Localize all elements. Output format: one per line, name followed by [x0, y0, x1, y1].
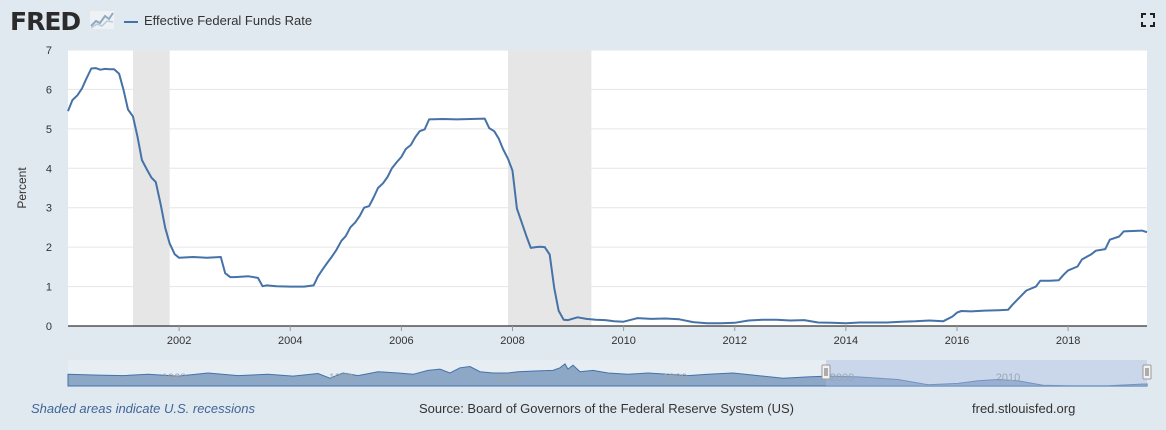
- site-link[interactable]: fred.stlouisfed.org: [972, 401, 1076, 416]
- navigator-tick-label: 1990: [663, 372, 687, 384]
- plot-area: [68, 50, 1147, 326]
- y-tick-label: 3: [46, 203, 52, 215]
- source-note: Source: Board of Governors of the Federa…: [419, 401, 794, 416]
- navigator-selected-range: [826, 360, 1147, 386]
- x-tick-label: 2018: [1056, 335, 1080, 347]
- y-tick-label: 1: [46, 282, 52, 294]
- fred-logo[interactable]: FRED: [10, 7, 81, 36]
- x-tick-label: 2016: [945, 335, 969, 347]
- legend-label: Effective Federal Funds Rate: [144, 13, 313, 28]
- navigator-tick-label: 2010: [996, 372, 1020, 384]
- x-tick-label: 2014: [834, 335, 858, 347]
- navigator-tick-label: 1970: [329, 372, 353, 384]
- y-tick-label: 5: [46, 124, 52, 136]
- legend-item[interactable]: Effective Federal Funds Rate: [124, 13, 312, 28]
- y-axis-title: Percent: [15, 167, 29, 209]
- navigator-handle[interactable]: [1142, 364, 1152, 380]
- legend-swatch: [124, 20, 138, 23]
- recession-band: [133, 50, 170, 326]
- x-tick-label: 2010: [611, 335, 635, 347]
- x-tick-label: 2006: [389, 335, 413, 347]
- navigator-series: [67, 363, 1148, 387]
- y-tick-label: 4: [46, 163, 52, 175]
- series-line: [67, 67, 1148, 325]
- recession-note[interactable]: Shaded areas indicate U.S. recessions: [31, 401, 256, 416]
- navigator-tick-label: 1980: [496, 372, 520, 384]
- y-tick-label: 6: [46, 84, 52, 96]
- fullscreen-icon[interactable]: [1141, 13, 1155, 27]
- recession-band: [508, 50, 592, 326]
- navigator-tick-label: 1960: [162, 372, 186, 384]
- chart: 0 1 2 3 4 5 6 7 2002 2004 2006 2008 2010 2012 2014 2016…: [15, 45, 1152, 387]
- navigator-handle[interactable]: [821, 364, 831, 380]
- navigator-tick-label: 2000: [830, 372, 854, 384]
- x-tick-label: 2012: [722, 335, 746, 347]
- chart-line-icon: [90, 11, 114, 29]
- y-tick-label: 7: [46, 45, 52, 57]
- x-tick-label: 2004: [278, 335, 302, 347]
- chart-header: FRED Effective Federal Funds Rate: [0, 0, 1166, 44]
- y-tick-label: 2: [46, 242, 52, 254]
- x-tick-label: 2008: [500, 335, 524, 347]
- y-tick-label: 0: [46, 321, 52, 333]
- x-tick-label: 2002: [167, 335, 191, 347]
